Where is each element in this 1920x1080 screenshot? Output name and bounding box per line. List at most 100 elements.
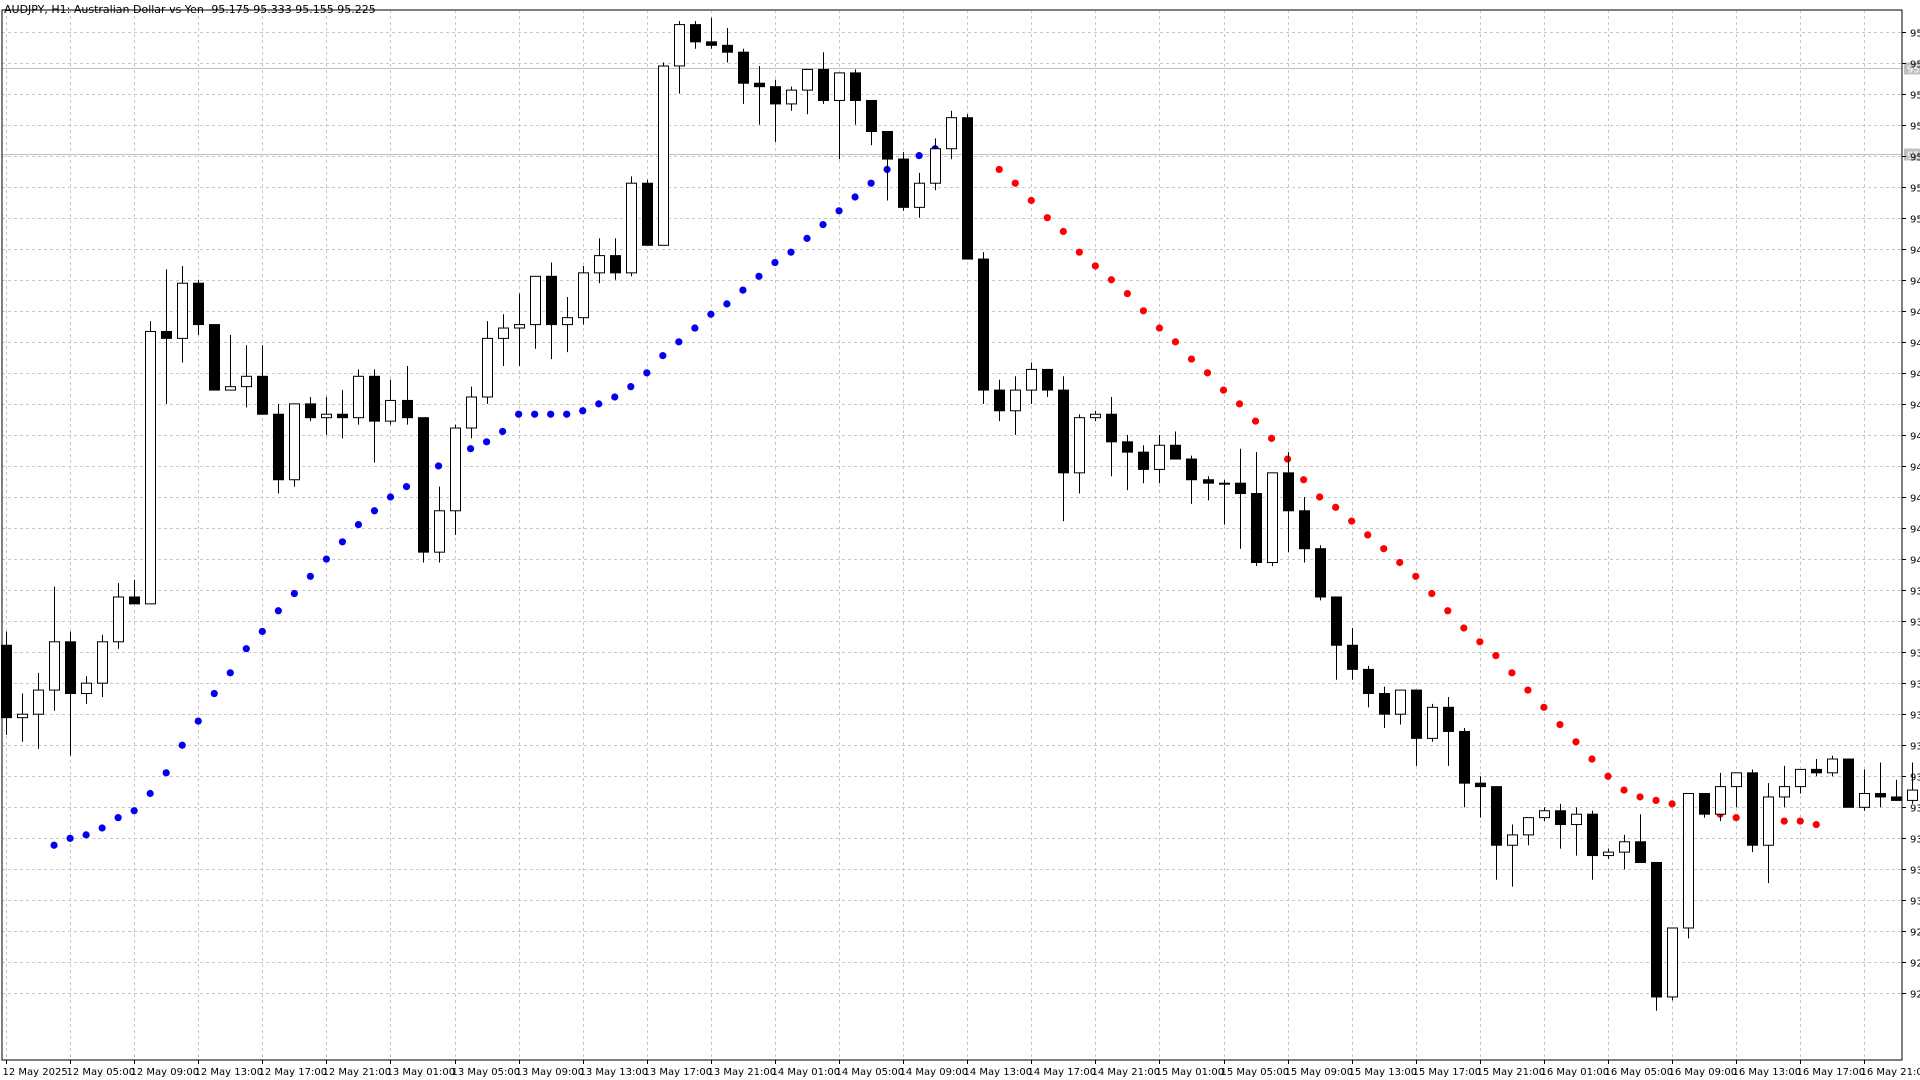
candle (1138, 445, 1149, 484)
sar-dot (547, 410, 555, 418)
candle (49, 586, 60, 711)
sar-dot (531, 410, 539, 418)
candle (1507, 824, 1518, 887)
candle (129, 579, 140, 605)
time-label: 15 May 01:00 (1156, 1067, 1225, 1078)
candle-body-bull (81, 682, 92, 695)
candle-body-bear (1203, 479, 1214, 484)
candle (514, 293, 525, 366)
candle-body-bear (1363, 668, 1374, 695)
price-label: 94.050 (1910, 556, 1920, 567)
price-label: 94.950 (1910, 246, 1920, 257)
candle (722, 28, 733, 63)
candle-body-bull (1523, 817, 1534, 836)
current-price-label: 95.225 (1907, 151, 1920, 162)
sar-dot (627, 383, 635, 391)
sar-dot (1556, 720, 1564, 729)
candle (898, 152, 909, 211)
sar-dot (466, 445, 475, 453)
candle (1203, 476, 1214, 501)
candle (834, 72, 845, 160)
price-label: 94.230 (1910, 494, 1920, 505)
sar-dot (1171, 338, 1180, 346)
current-price-label-bg (1904, 148, 1920, 161)
candle-body-bull (1395, 689, 1406, 715)
candle (1907, 762, 1918, 804)
price-label: 95.310 (1910, 122, 1920, 133)
sar-dot (707, 310, 715, 318)
time-label: 12 May 17:00 (259, 1067, 328, 1078)
candle-body-bull (658, 65, 669, 246)
candle (914, 172, 925, 218)
sar-dot (1572, 738, 1580, 746)
candle (1571, 807, 1582, 856)
candle-body-bear (898, 158, 909, 208)
candle-body-bull (514, 324, 525, 329)
candle (866, 99, 877, 146)
candle-body-bull (626, 182, 637, 274)
parabolic-sar (50, 138, 1820, 849)
candle-body-bear (1235, 482, 1246, 495)
candle (994, 379, 1005, 422)
price-label: 94.680 (1910, 339, 1920, 350)
grid (2, 10, 1902, 1060)
candle (642, 179, 653, 246)
time-label: 15 May 09:00 (1285, 1067, 1354, 1078)
sar-dot (1476, 638, 1484, 646)
sar-dot (1732, 814, 1740, 822)
candle-body-bull (594, 255, 605, 274)
candle (1170, 431, 1181, 460)
candle-body-bull (321, 413, 332, 419)
sar-dot (1524, 686, 1532, 694)
candle-body-bull (802, 68, 813, 91)
candle (1010, 376, 1021, 435)
symbol-title: AUDJPY, H1: Australian Dollar vs Yen (4, 3, 204, 16)
candle-body-bear (1443, 706, 1454, 732)
time-label: 12 May 09:00 (131, 1067, 200, 1078)
candle-body-bear (1587, 813, 1598, 857)
time-label: 16 May 17:00 (1797, 1067, 1866, 1078)
candle (1779, 765, 1790, 808)
candle-body-bull (450, 427, 461, 512)
candle-body-bear (1315, 548, 1326, 598)
candle-body-bull (946, 117, 957, 150)
candle (113, 583, 124, 649)
ohlc-values: 95.175 95.333 95.155 95.225 (211, 3, 376, 16)
sar-dot (1203, 369, 1212, 377)
candle-body-bear (1459, 730, 1470, 784)
sar-dot (130, 807, 138, 815)
time-label: 16 May 21:00 (1861, 1067, 1920, 1078)
sar-dot (66, 834, 74, 842)
price-label: 95.130 (1910, 184, 1920, 195)
sar-dot (1492, 651, 1500, 660)
time-label: 15 May 13:00 (1349, 1067, 1418, 1078)
candle-body-bull (1763, 796, 1774, 846)
candle-body-bull (1603, 851, 1614, 857)
candle (1603, 848, 1614, 860)
sar-dot (434, 462, 443, 470)
candle-body-bear (1747, 772, 1758, 846)
sar-dot (1380, 545, 1388, 553)
candle (321, 396, 332, 435)
candle-body-bull (177, 282, 188, 339)
time-label: 13 May 21:00 (708, 1067, 777, 1078)
candle-body-bull (113, 596, 124, 643)
candle-body-bull (1539, 810, 1550, 819)
price-label: 93.510 (1910, 742, 1920, 753)
candle-body-bear (1283, 472, 1294, 512)
time-label: 14 May 21:00 (1092, 1067, 1161, 1078)
candle (1283, 452, 1294, 553)
sar-dot (835, 207, 843, 215)
sar-dot (1460, 624, 1468, 632)
candles (1, 17, 1918, 1011)
price-label: 92.970 (1910, 928, 1920, 939)
candle-body-bear (882, 130, 893, 160)
candle (674, 21, 685, 94)
time-label: 14 May 13:00 (964, 1067, 1033, 1078)
candle-body-bear (1491, 786, 1502, 846)
sar-dot (146, 789, 154, 798)
candle (1042, 368, 1053, 397)
sar-dot (338, 538, 347, 546)
